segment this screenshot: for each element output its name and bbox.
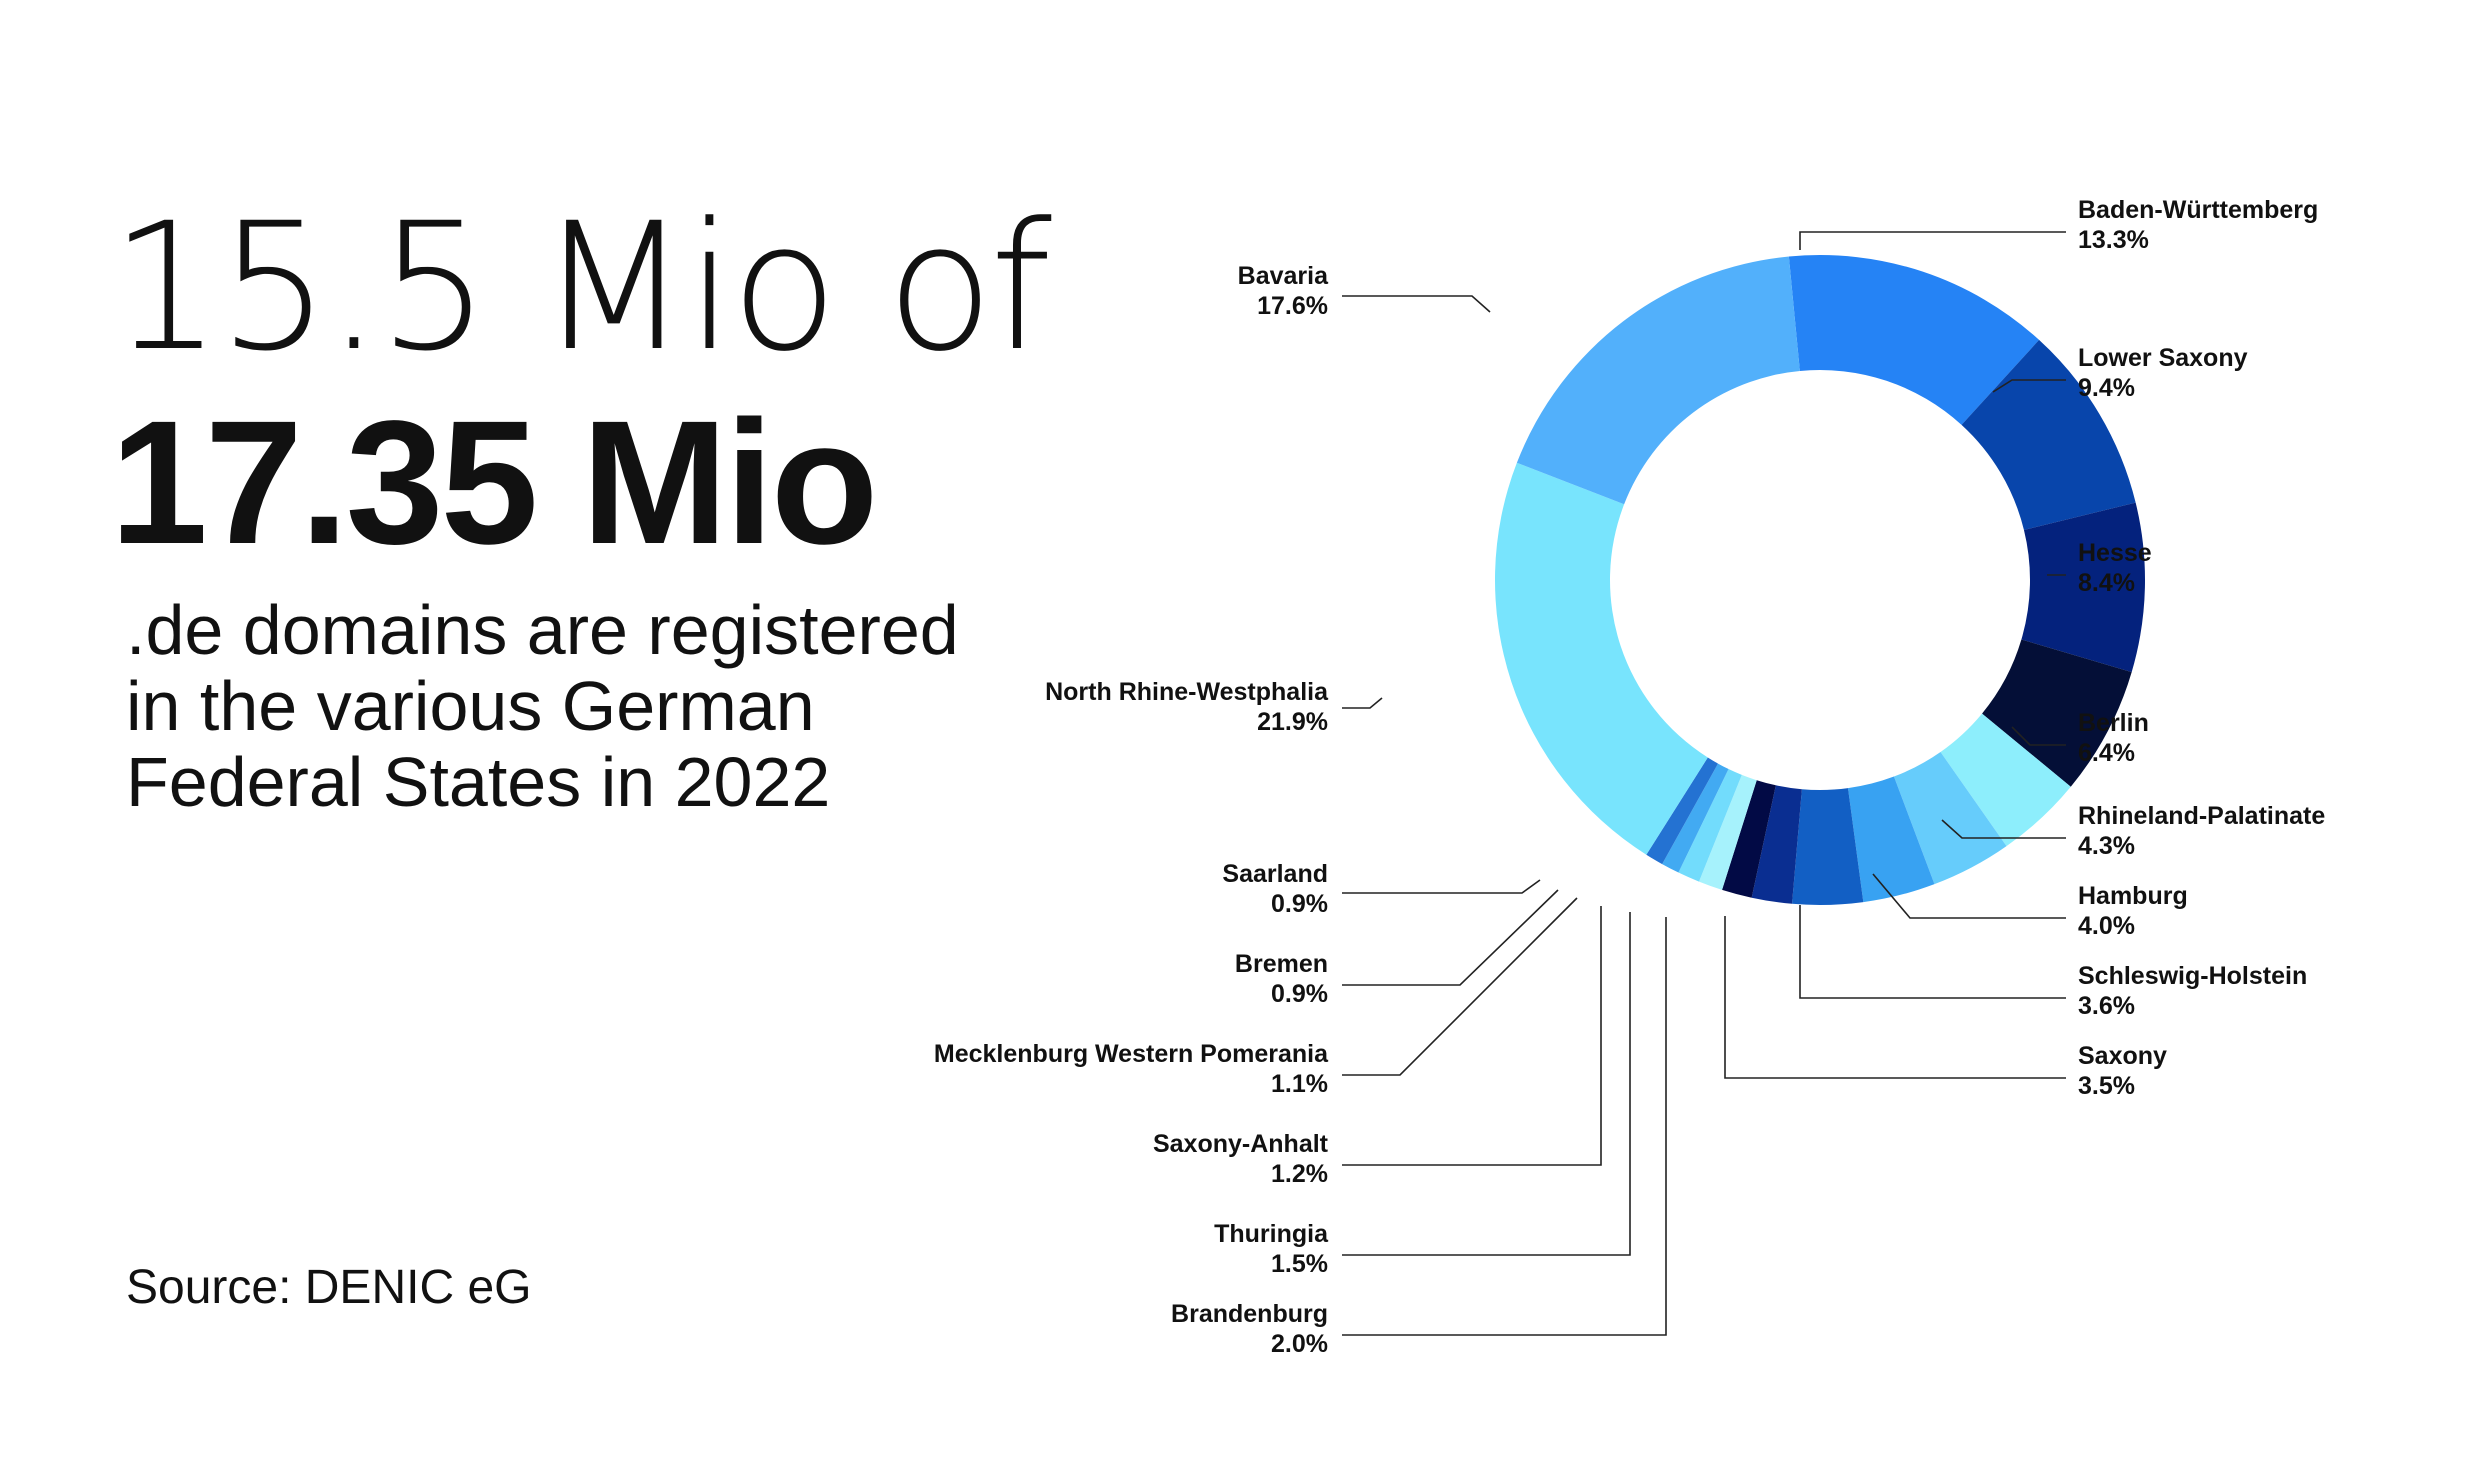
slice-value-brandenburg: 2.0% xyxy=(1271,1330,1328,1358)
leader-lines xyxy=(1342,231,2066,1336)
leader-line-thuringia xyxy=(1342,912,1631,1256)
slice-label-hesse: Hesse xyxy=(2078,539,2152,567)
slice-value-thuringia: 1.5% xyxy=(1271,1250,1328,1278)
slice-label-hamburg: Hamburg xyxy=(2078,882,2188,910)
slice-label-berlin: Berlin xyxy=(2078,709,2149,737)
leader-line-schleswig-holstein xyxy=(1799,905,2066,999)
slice-value-bremen: 0.9% xyxy=(1271,980,1328,1008)
subtitle-line: in the various German xyxy=(126,667,815,745)
slice-label-saxony-anhalt: Saxony-Anhalt xyxy=(1153,1130,1329,1158)
slice-label-mecklenburg-western-pomerania: Mecklenburg Western Pomerania xyxy=(934,1040,1329,1068)
headline-registered-count: 15.5 Mio of xyxy=(110,185,1052,390)
slice-label-north-rhine-westphalia: North Rhine-Westphalia xyxy=(1045,678,1329,706)
leader-line-saxony-anhalt xyxy=(1342,906,1602,1166)
leader-line-bavaria xyxy=(1342,295,1491,313)
slice-value-saxony: 3.5% xyxy=(2078,1072,2135,1100)
headline-subtitle: .de domains are registered in the variou… xyxy=(126,592,1026,820)
slice-value-bavaria: 17.6% xyxy=(1257,292,1328,320)
donut-slice-saxony-anhalt xyxy=(1698,774,1757,890)
subtitle-line: .de domains are registered xyxy=(126,591,959,669)
slice-value-schleswig-holstein: 3.6% xyxy=(2078,992,2135,1020)
donut-slice-saxony xyxy=(1792,788,1864,905)
slice-label-bavaria: Bavaria xyxy=(1238,262,1329,290)
donut-slice-saarland xyxy=(1646,757,1718,865)
leader-line-brandenburg xyxy=(1342,917,1667,1336)
leader-line-hamburg xyxy=(1872,873,2066,919)
donut-slice-baden-wurttemberg xyxy=(1788,255,2040,425)
slice-value-baden-wurttemberg: 13.3% xyxy=(2078,226,2149,254)
donut-slice-lower-saxony xyxy=(1961,339,2136,530)
slice-label-thuringia: Thuringia xyxy=(1214,1220,1329,1248)
slice-label-baden-wurttemberg: Baden-Württemberg xyxy=(2078,196,2318,224)
slice-label-brandenburg: Brandenburg xyxy=(1171,1300,1328,1328)
headline-total-count: 17.35 Mio xyxy=(110,385,878,581)
slice-label-saxony: Saxony xyxy=(2078,1042,2167,1070)
slice-label-bremen: Bremen xyxy=(1235,950,1328,978)
leader-line-saarland xyxy=(1342,879,1541,894)
donut-slices xyxy=(1495,255,2145,905)
leader-line-mecklenburg-western-pomerania xyxy=(1342,897,1578,1076)
donut-slice-brandenburg xyxy=(1751,785,1802,904)
donut-slice-hesse xyxy=(2021,502,2145,673)
leader-line-rhineland-palatinate xyxy=(1941,819,2066,839)
slice-label-lower-saxony: Lower Saxony xyxy=(2078,344,2248,372)
slice-label-saarland: Saarland xyxy=(1222,860,1328,888)
subtitle-line: Federal States in 2022 xyxy=(126,743,831,821)
slice-value-rhineland-palatinate: 4.3% xyxy=(2078,832,2135,860)
donut-slice-bremen xyxy=(1662,763,1729,873)
leader-line-lower-saxony xyxy=(1992,379,2066,393)
donut-slice-mecklenburg-western-pomerania xyxy=(1678,769,1742,882)
slice-value-mecklenburg-western-pomerania: 1.1% xyxy=(1271,1070,1328,1098)
slice-value-hesse: 8.4% xyxy=(2078,569,2135,597)
donut-slice-schleswig-holstein xyxy=(1847,776,1935,903)
slice-label-rhineland-palatinate: Rhineland-Palatinate xyxy=(2078,802,2325,830)
slice-value-lower-saxony: 9.4% xyxy=(2078,374,2135,402)
slice-label-schleswig-holstein: Schleswig-Holstein xyxy=(2078,962,2307,990)
leader-line-baden-wurttemberg xyxy=(1799,231,2066,250)
donut-slice-berlin xyxy=(1982,639,2132,787)
donut-slice-hamburg xyxy=(1893,751,2007,885)
slice-value-berlin: 6.4% xyxy=(2078,739,2135,767)
leader-line-bremen xyxy=(1342,889,1559,986)
donut-slice-rhineland-palatinate xyxy=(1940,713,2071,847)
donut-slice-north-rhine-westphalia xyxy=(1495,462,1708,855)
slice-value-hamburg: 4.0% xyxy=(2078,912,2135,940)
slice-value-north-rhine-westphalia: 21.9% xyxy=(1257,708,1328,736)
source-note: Source: DENIC eG xyxy=(126,1261,532,1314)
slice-value-saarland: 0.9% xyxy=(1271,890,1328,918)
donut-slice-bavaria xyxy=(1516,256,1800,505)
donut-slice-thuringia xyxy=(1722,780,1776,898)
leader-line-berlin xyxy=(2011,726,2066,746)
slice-value-saxony-anhalt: 1.2% xyxy=(1271,1160,1328,1188)
leader-line-saxony xyxy=(1724,916,2066,1079)
leader-line-north-rhine-westphalia xyxy=(1342,697,1383,709)
